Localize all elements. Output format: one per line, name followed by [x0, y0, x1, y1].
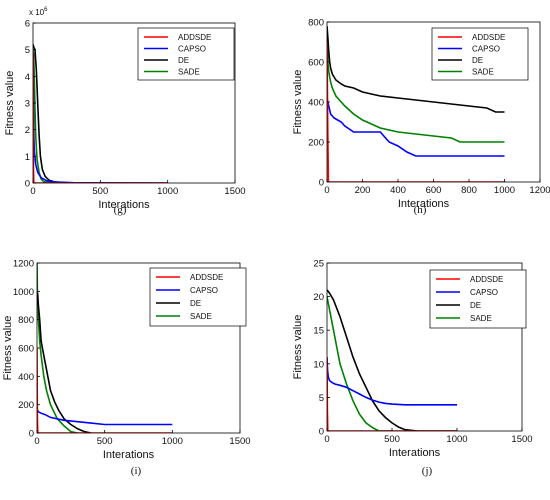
y-tick-label: 800 [18, 315, 34, 326]
legend: ADDSDE CAPSO DE SADE [149, 267, 247, 327]
chart-panel-1: 0 200 400 600 800 1000 1200 0 200 400 600 800 Intera… [292, 18, 550, 217]
legend-entry-addsde: ADDSDE [190, 273, 223, 282]
legend-entry-capso: CAPSO [190, 286, 218, 295]
legend-entry-sade: SADE [190, 312, 212, 321]
y-tick-label: 600 [308, 58, 324, 69]
x-tick-label: 0 [324, 434, 329, 445]
x-tick-label: 200 [355, 185, 371, 196]
y-tick-label: 0 [319, 427, 324, 438]
x-tick-label: 0 [30, 186, 35, 197]
x-tick-label: 0 [324, 185, 329, 196]
series-line-sade [33, 49, 58, 183]
series-line-capso [37, 408, 173, 426]
y-tick-label: 1200 [13, 259, 34, 270]
legend-entry-capso: CAPSO [178, 45, 206, 54]
y-tick-label: 1 [25, 152, 30, 163]
y-tick-label: 3 [25, 99, 30, 110]
y-tick-label: 200 [18, 400, 34, 411]
legend-entry-capso: CAPSO [470, 288, 498, 297]
legend-entry-addsde: ADDSDE [470, 275, 503, 284]
legend-entry-addsde: ADDSDE [178, 33, 211, 42]
legend: ADDSDE CAPSO DE SADE [431, 27, 529, 81]
series-line-capso [327, 357, 457, 406]
x-axis-label: Interations [98, 199, 150, 211]
legend-entry-de: DE [190, 299, 201, 308]
legend-entry-sade: SADE [178, 68, 200, 77]
y-tick-label: 20 [313, 292, 324, 303]
chart-panel-0: 0 500 1000 1500 0 1 2 3 4 5 6 x 106 Interations Fitne… [4, 7, 246, 216]
series-line-de [327, 25, 505, 113]
y-tick-label: 1000 [13, 287, 34, 298]
series-line-capso [327, 97, 505, 157]
x-tick-label: 1500 [224, 186, 245, 197]
x-tick-label: 1200 [529, 185, 550, 196]
y-tick-label: 4 [25, 72, 30, 83]
y-tick-label: 400 [18, 372, 34, 383]
legend: ADDSDE CAPSO DE SADE [137, 27, 235, 81]
y-axis-label: Fitness value [292, 70, 304, 135]
legend: ADDSDE CAPSO DE SADE [429, 269, 527, 329]
legend-entry-capso: CAPSO [472, 45, 500, 54]
x-tick-label: 1000 [494, 185, 515, 196]
y-tick-label: 6 [25, 19, 30, 30]
series-line-de [33, 44, 74, 183]
chart-panel-3: 0 500 1000 1500 0 5 10 15 20 25 Interations Fitness… [292, 259, 533, 478]
series-line-sade [37, 263, 78, 433]
x-tick-label: 800 [461, 185, 477, 196]
x-axis-label: Interations [103, 449, 155, 461]
x-tick-label: 1500 [511, 434, 532, 445]
x-tick-label: 600 [426, 185, 442, 196]
legend-entry-addsde: ADDSDE [472, 33, 505, 42]
legend-entry-sade: SADE [470, 314, 492, 323]
x-tick-label: 1000 [446, 434, 467, 445]
y-tick-label: 600 [18, 344, 34, 355]
y-tick-label: 0 [319, 178, 324, 189]
x-tick-label: 0 [34, 436, 39, 447]
series-line-sade [327, 296, 392, 431]
chart-panel-2: 0 500 1000 1500 0 200 400 600 800 1000 1200 Interat… [2, 259, 251, 478]
x-axis-label: Interations [398, 198, 450, 210]
series-line-de [37, 291, 92, 433]
y-tick-label: 10 [313, 359, 324, 370]
x-tick-label: 1000 [162, 436, 183, 447]
y-tick-label: 0 [25, 179, 30, 190]
x-tick-label: 500 [92, 186, 108, 197]
panel-caption: (i) [131, 465, 142, 477]
panel-caption: (g) [114, 204, 127, 216]
axes-box [326, 262, 523, 432]
y-tick-label: 5 [25, 45, 30, 56]
legend-entry-sade: SADE [472, 68, 494, 77]
series-line-addsde [327, 357, 457, 431]
y-tick-label: 200 [308, 138, 324, 149]
y-axis-label: Fitness value [2, 316, 14, 381]
x-axis-label: Interations [389, 447, 441, 459]
y-tick-label: 0 [29, 429, 34, 440]
series-line-de [327, 289, 457, 431]
y-tick-label: 15 [313, 326, 324, 337]
x-tick-label: 1000 [157, 186, 178, 197]
y-tick-label: 400 [308, 98, 324, 109]
y-axis-label: Fitness value [4, 71, 16, 136]
panel-caption: (h) [414, 204, 427, 216]
y-tick-label: 25 [313, 259, 324, 270]
series-line-sade [327, 37, 505, 143]
x-tick-label: 1500 [229, 436, 250, 447]
y-tick-label: 5 [319, 393, 324, 404]
panel-caption: (j) [422, 465, 433, 477]
legend-entry-de: DE [178, 56, 189, 65]
y-axis-label: Fitness value [292, 315, 304, 380]
y-tick-label: 800 [308, 18, 324, 29]
y-tick-label: 2 [25, 125, 30, 136]
series-line-addsde [37, 347, 173, 433]
legend-entry-de: DE [470, 301, 481, 310]
x-tick-label: 400 [390, 185, 406, 196]
y-multiplier-label: x 106 [29, 7, 48, 17]
x-tick-label: 500 [384, 434, 400, 445]
legend-entry-de: DE [472, 56, 483, 65]
x-tick-label: 500 [97, 436, 113, 447]
